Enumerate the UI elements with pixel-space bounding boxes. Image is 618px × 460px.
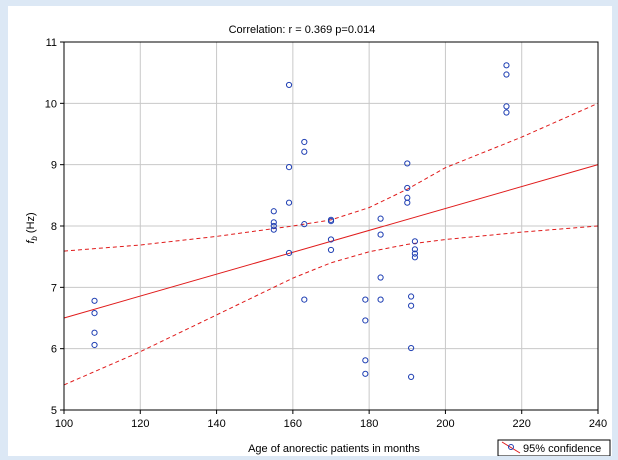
data-point: [362, 357, 369, 364]
data-point: [285, 249, 293, 257]
data-point: [301, 148, 308, 155]
data-point: [327, 246, 335, 254]
data-point: [91, 341, 98, 349]
x-tick-label: 220: [513, 418, 531, 430]
confidence-bands: [63, 102, 599, 386]
data-point: [270, 219, 277, 226]
data-point: [377, 274, 384, 281]
data-point: [411, 250, 419, 257]
x-tick-label: 200: [436, 418, 454, 430]
y-tick-label: 10: [45, 98, 57, 110]
data-point: [377, 296, 384, 303]
data-point: [91, 329, 98, 336]
legend-label: 95% confidence: [523, 443, 601, 455]
x-tick-label: 160: [284, 418, 302, 430]
data-point: [91, 309, 98, 317]
data-point: [270, 222, 277, 230]
data-point: [408, 293, 415, 300]
chart-frame: Correlation: r = 0.369 p=0.014 100 120 140…: [8, 6, 612, 456]
x-tick-label: 100: [55, 418, 73, 430]
fit-line: [63, 164, 599, 319]
y-tick-labels: 5 6 7 8 9 10 11: [45, 37, 64, 417]
data-point: [285, 164, 293, 171]
data-point: [411, 254, 419, 261]
x-axis-label: Age of anorectic patients in months: [248, 443, 420, 455]
data-point: [362, 317, 369, 324]
y-axis-label-unit: (Hz): [25, 212, 37, 236]
data-point: [327, 236, 335, 243]
data-point: [408, 344, 415, 352]
data-point: [270, 208, 277, 215]
x-tick-labels: 100 120 140 160 180 200 220 240: [55, 410, 607, 430]
data-point: [503, 71, 510, 78]
data-point: [377, 231, 384, 238]
legend-box: [497, 439, 611, 456]
data-point: [301, 138, 308, 146]
x-tick-label: 120: [131, 418, 149, 430]
data-point: [411, 246, 419, 253]
y-tick-label: 11: [46, 37, 57, 49]
data-point: [503, 109, 510, 116]
data-point: [503, 103, 510, 110]
data-point: [408, 302, 415, 309]
y-tick-label: 7: [51, 282, 57, 294]
data-point: [301, 221, 308, 228]
y-axis-label-subscript: b: [30, 236, 39, 241]
x-tick-label: 140: [207, 418, 225, 430]
ci-lower-curve: [63, 225, 599, 386]
grid-lines: [64, 42, 598, 410]
regression-line: [63, 164, 599, 319]
data-point: [301, 296, 308, 303]
legend: 95% confidence: [497, 439, 611, 456]
data-point: [285, 199, 293, 206]
chart-title: Correlation: r = 0.369 p=0.014: [229, 24, 376, 36]
y-axis-label-symbol: f: [25, 240, 37, 244]
data-point: [91, 297, 98, 304]
data-point: [327, 217, 335, 225]
data-point: [270, 226, 277, 233]
x-tick-label: 240: [589, 418, 607, 430]
data-point: [362, 296, 369, 303]
ci-upper-curve: [63, 102, 599, 252]
data-point: [362, 370, 369, 377]
data-points: [91, 62, 510, 380]
data-point: [404, 184, 411, 192]
data-point: [285, 81, 293, 89]
data-point: [503, 62, 510, 69]
data-point: [377, 215, 384, 222]
data-point: [408, 373, 415, 380]
legend-line-sample: [501, 441, 521, 454]
legend-marker-sample: [508, 444, 514, 450]
y-tick-label: 5: [51, 405, 57, 417]
y-tick-label: 9: [51, 160, 57, 172]
y-tick-label: 6: [51, 344, 57, 356]
data-point: [411, 238, 419, 245]
y-tick-label: 8: [51, 221, 57, 233]
data-point: [404, 199, 411, 206]
data-point: [404, 160, 411, 167]
y-axis-label: fb (Hz): [25, 212, 39, 243]
scatter-chart: Correlation: r = 0.369 p=0.014 100 120 140…: [25, 24, 611, 456]
x-tick-label: 180: [360, 418, 378, 430]
